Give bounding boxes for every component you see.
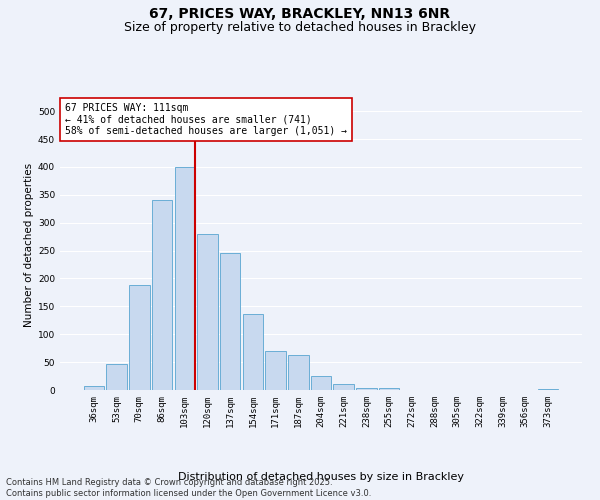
Text: 67, PRICES WAY, BRACKLEY, NN13 6NR: 67, PRICES WAY, BRACKLEY, NN13 6NR xyxy=(149,8,451,22)
Text: Contains HM Land Registry data © Crown copyright and database right 2025.
Contai: Contains HM Land Registry data © Crown c… xyxy=(6,478,371,498)
Bar xyxy=(84,386,104,390)
Bar xyxy=(220,253,241,390)
Bar xyxy=(356,388,377,390)
Bar xyxy=(152,200,172,390)
Text: Distribution of detached houses by size in Brackley: Distribution of detached houses by size … xyxy=(178,472,464,482)
Bar xyxy=(334,384,354,390)
Bar xyxy=(265,351,286,390)
Bar xyxy=(197,234,218,390)
Text: Size of property relative to detached houses in Brackley: Size of property relative to detached ho… xyxy=(124,21,476,34)
Bar xyxy=(175,167,195,390)
Bar xyxy=(288,356,308,390)
Y-axis label: Number of detached properties: Number of detached properties xyxy=(24,163,34,327)
Bar xyxy=(379,388,400,390)
Bar xyxy=(311,376,331,390)
Bar xyxy=(106,364,127,390)
Bar xyxy=(129,285,149,390)
Bar xyxy=(538,389,558,390)
Bar xyxy=(242,314,263,390)
Text: 67 PRICES WAY: 111sqm
← 41% of detached houses are smaller (741)
58% of semi-det: 67 PRICES WAY: 111sqm ← 41% of detached … xyxy=(65,103,347,136)
